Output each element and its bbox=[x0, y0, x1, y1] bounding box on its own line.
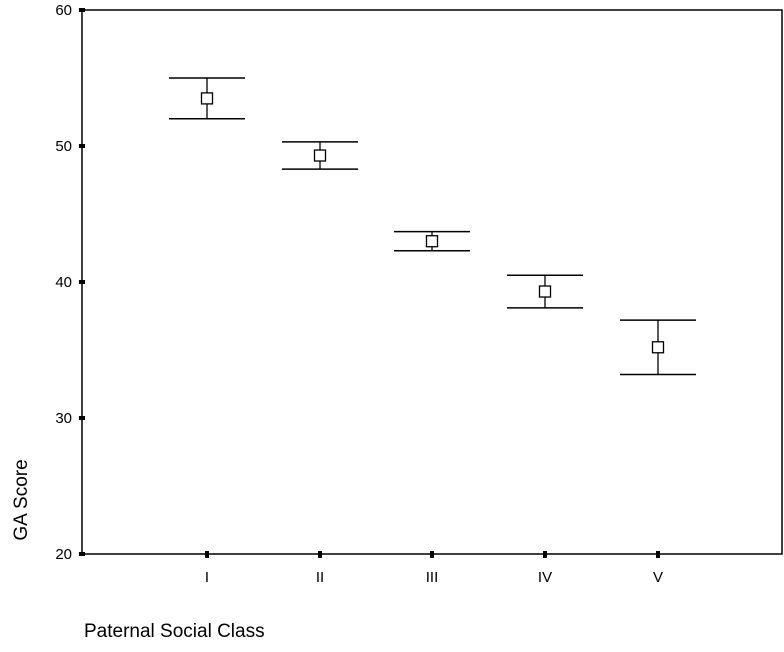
error-bar-group bbox=[620, 319, 696, 376]
plot-area bbox=[81, 9, 783, 555]
error-bar-group bbox=[169, 77, 245, 120]
y-tick-label: 30 bbox=[55, 410, 72, 427]
x-tick-mark bbox=[656, 551, 660, 558]
mean-marker bbox=[200, 92, 214, 105]
error-bar-group bbox=[282, 141, 358, 170]
y-tick-mark bbox=[79, 144, 85, 148]
x-tick-mark bbox=[543, 551, 547, 558]
error-bar-group bbox=[394, 230, 470, 252]
y-tick-label: 20 bbox=[55, 546, 72, 563]
y-tick-label: 50 bbox=[55, 138, 72, 155]
x-tick-label: V bbox=[653, 569, 663, 586]
x-tick-mark bbox=[430, 551, 434, 558]
x-axis-ticks: I II III IV V bbox=[205, 551, 663, 586]
data-points bbox=[169, 77, 696, 376]
y-tick-mark bbox=[79, 416, 85, 420]
y-axis-title: GA Score bbox=[11, 459, 32, 540]
y-tick-mark bbox=[79, 280, 85, 284]
y-tick-label: 60 bbox=[55, 2, 72, 19]
mean-marker bbox=[651, 341, 665, 354]
y-tick-label: 40 bbox=[55, 274, 72, 291]
mean-marker bbox=[538, 285, 552, 298]
x-tick-mark bbox=[205, 551, 209, 558]
y-axis-ticks: 20 30 40 50 60 bbox=[55, 2, 85, 563]
x-tick-label: I bbox=[205, 569, 209, 586]
x-tick-label: II bbox=[316, 569, 324, 586]
error-bar-group bbox=[507, 274, 583, 309]
y-tick-mark bbox=[79, 8, 85, 12]
x-tick-mark bbox=[318, 551, 322, 558]
x-tick-label: IV bbox=[538, 569, 552, 586]
mean-marker bbox=[425, 235, 439, 248]
mean-marker bbox=[313, 149, 327, 162]
x-tick-label: III bbox=[426, 569, 439, 586]
y-tick-mark bbox=[79, 552, 85, 556]
x-axis-title: Paternal Social Class bbox=[84, 621, 265, 642]
